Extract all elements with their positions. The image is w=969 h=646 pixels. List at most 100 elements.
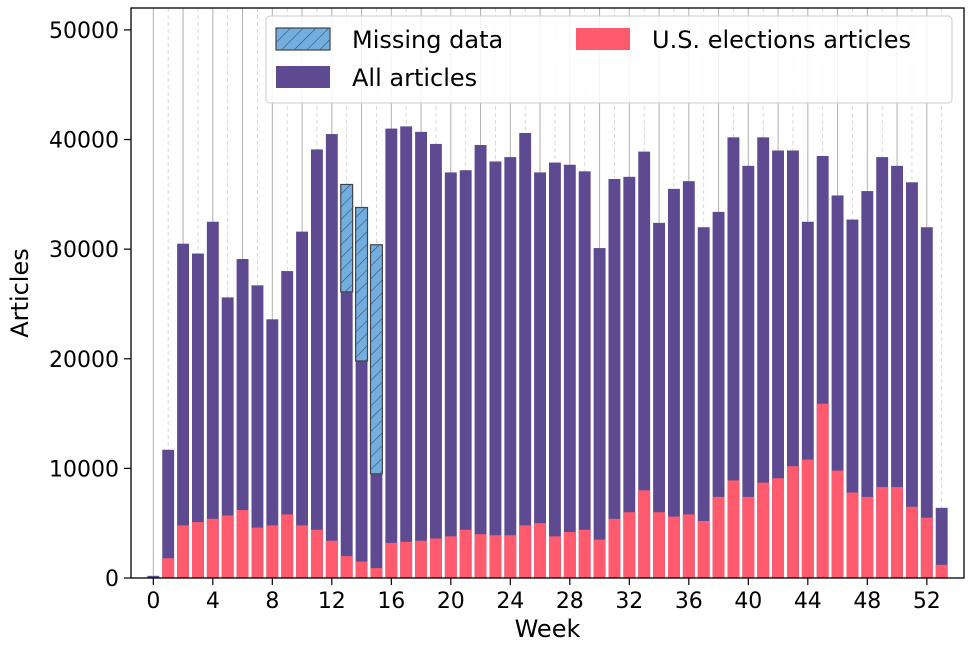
bar-elections-articles [638, 490, 651, 578]
y-axis-title: Articles [6, 248, 34, 338]
bar-elections-articles [177, 525, 190, 578]
y-tick-label: 40000 [49, 129, 119, 154]
elections-bars [162, 403, 948, 578]
bar-all-articles [548, 162, 561, 579]
bar-all-articles [667, 188, 680, 578]
bar-elections-articles [162, 558, 175, 578]
bar-all-articles [712, 211, 725, 578]
bar-all-articles [772, 150, 785, 578]
bar-all-articles [682, 181, 695, 578]
bar-all-articles [891, 165, 904, 578]
y-tick-label: 20000 [49, 348, 119, 373]
bar-all-articles [191, 253, 204, 579]
bar-elections-articles [593, 539, 606, 578]
bar-elections-articles [667, 516, 680, 578]
x-tick-label: 12 [318, 589, 346, 614]
x-tick-label: 44 [794, 589, 822, 614]
x-axis-ticks: 0 4 8 12 16 20 24 28 32 36 40 44 48 52 [146, 578, 941, 614]
bar-elections-articles [653, 512, 666, 578]
legend-swatch-missing-hatch [276, 28, 330, 50]
plot-frame [130, 7, 965, 579]
bar-elections-articles [846, 492, 859, 578]
bar-all-articles [400, 126, 413, 578]
bar-all-articles [162, 449, 175, 578]
bar-elections-articles [786, 466, 799, 578]
bar-elections-articles [816, 403, 829, 578]
y-tick-label: 30000 [49, 238, 119, 263]
bar-elections-articles [296, 525, 309, 578]
bar-elections-articles [757, 482, 770, 578]
bar-elections-articles [400, 541, 413, 578]
bar-all-articles [459, 170, 472, 578]
bar-missing-data-hatch [370, 244, 383, 474]
x-tick-label: 24 [496, 589, 524, 614]
legend-label-all: All articles [352, 64, 477, 92]
legend-swatch-all [276, 66, 330, 88]
legend-swatch-elections [576, 28, 630, 50]
bar-elections-articles [370, 568, 383, 578]
bar-elections-articles [578, 529, 591, 578]
bar-all-articles [727, 137, 740, 578]
bar-all-articles [623, 176, 636, 579]
bar-missing-data-hatch [340, 184, 353, 292]
bar-all-articles [593, 248, 606, 579]
bar-elections-articles [831, 470, 844, 578]
bar-all-articles [251, 285, 264, 578]
bar-missing-data-hatch [355, 207, 368, 361]
bar-all-articles [177, 243, 190, 578]
bar-elections-articles [697, 521, 710, 578]
bar-elections-articles [742, 496, 755, 578]
bar-all-articles [519, 132, 532, 578]
bar-elections-articles [563, 531, 576, 578]
bar-elections-articles [623, 512, 636, 578]
bar-all-articles [221, 297, 234, 578]
bar-elections-articles [534, 523, 547, 578]
y-axis-ticks: 0 10000 20000 30000 40000 50000 [49, 19, 131, 592]
x-tick-label: 32 [615, 589, 643, 614]
bar-all-articles [876, 157, 889, 579]
bar-all-articles [905, 182, 918, 579]
bar-all-articles [340, 291, 353, 578]
bar-all-articles [534, 172, 547, 578]
bar-elections-articles [608, 518, 621, 578]
bar-all-articles [489, 161, 502, 578]
bar-elections-articles [206, 518, 219, 578]
legend-entry-elections: U.S. elections articles [576, 26, 911, 54]
bar-all-articles [578, 171, 591, 579]
bar-all-articles [310, 149, 323, 578]
bar-elections-articles [861, 496, 874, 578]
bar-elections-articles [935, 564, 948, 578]
bar-elections-articles [281, 514, 294, 578]
bar-all-articles [920, 227, 933, 578]
bar-all-articles [296, 231, 309, 578]
bar-elections-articles [355, 561, 368, 578]
bar-elections-articles [876, 487, 889, 578]
bar-all-articles [266, 319, 279, 578]
bar-all-articles [147, 575, 160, 578]
bar-elections-articles [415, 540, 428, 578]
x-tick-label: 40 [734, 589, 762, 614]
x-tick-label: 36 [675, 589, 703, 614]
bar-elections-articles [221, 515, 234, 578]
bar-elections-articles [444, 536, 457, 578]
bar-elections-articles [920, 517, 933, 578]
bar-elections-articles [474, 534, 487, 578]
bar-elections-articles [340, 556, 353, 578]
y-tick-label: 10000 [49, 457, 119, 482]
bar-all-articles [415, 131, 428, 578]
bar-elections-articles [310, 529, 323, 578]
bar-all-articles [846, 219, 859, 579]
bar-elections-articles [385, 542, 398, 578]
bar-all-articles [206, 221, 219, 578]
bar-elections-articles [712, 496, 725, 578]
legend: Missing data U.S. elections articles All… [265, 15, 953, 104]
missing-data-bars [340, 183, 383, 475]
bar-elections-articles [429, 538, 442, 578]
bar-all-articles [831, 195, 844, 578]
bar-elections-articles [891, 487, 904, 578]
legend-box [265, 15, 953, 104]
bar-elections-articles [548, 536, 561, 578]
bar-all-articles [608, 179, 621, 578]
bar-all-articles [563, 164, 576, 578]
